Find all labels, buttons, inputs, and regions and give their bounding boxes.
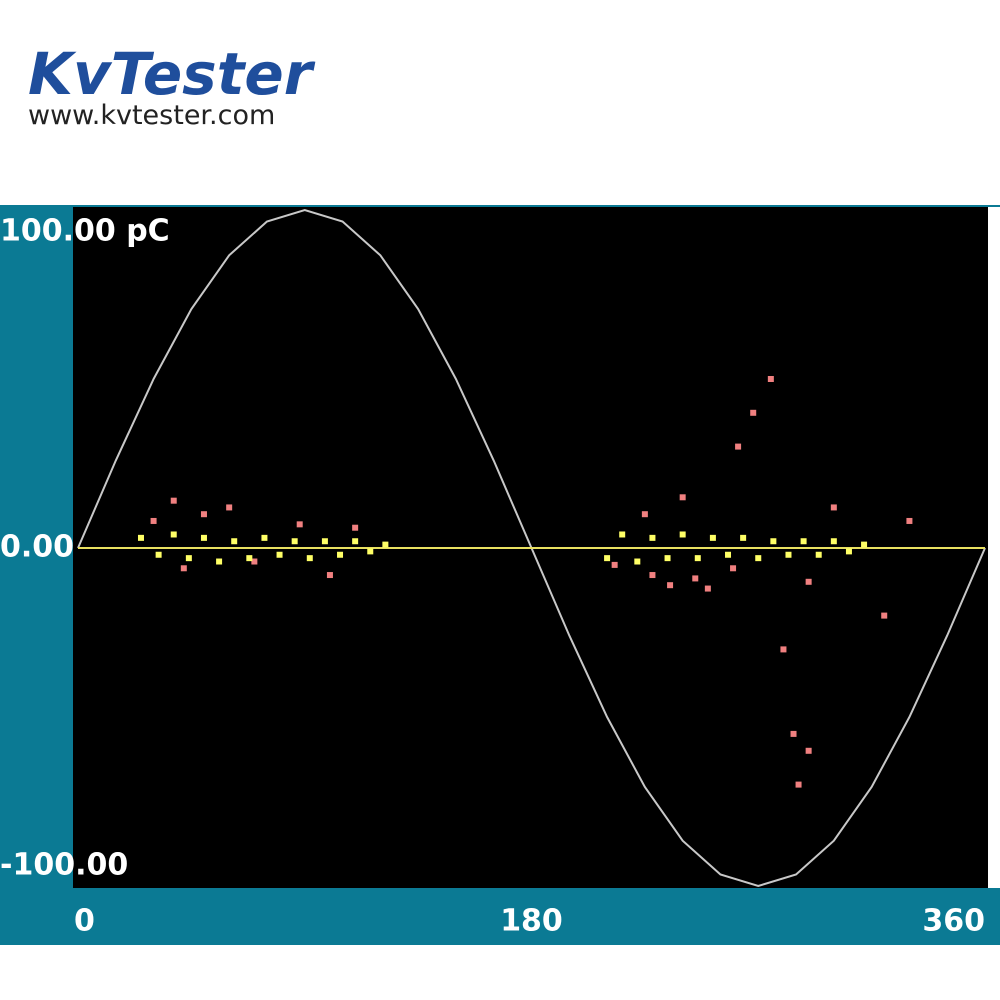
point (861, 541, 868, 548)
y-tick-label: 100.00 pC (0, 214, 170, 249)
point (795, 781, 802, 788)
point (170, 531, 177, 538)
point (291, 538, 298, 545)
point (770, 538, 777, 545)
point (200, 511, 207, 518)
point (709, 534, 716, 541)
point (767, 376, 774, 382)
y-tick-label: 0.00 (0, 530, 74, 565)
point (367, 548, 374, 555)
point (755, 555, 762, 562)
point (261, 534, 268, 541)
point (785, 551, 792, 558)
x-tick-label: 0 (74, 904, 95, 939)
point (326, 572, 333, 579)
point (337, 551, 344, 558)
point (815, 551, 822, 558)
point (679, 531, 686, 538)
point (611, 561, 618, 568)
brand-url: www.kvtester.com (28, 100, 275, 131)
point (216, 558, 223, 565)
point (881, 612, 888, 619)
point (306, 555, 313, 562)
point (694, 555, 701, 562)
point (231, 538, 238, 545)
point (704, 585, 711, 592)
point (649, 534, 656, 541)
point (845, 548, 852, 555)
point (321, 538, 328, 545)
point (619, 531, 626, 538)
point (692, 575, 699, 582)
point (780, 646, 787, 653)
point (679, 494, 686, 501)
point (800, 538, 807, 545)
point (735, 443, 742, 450)
point (664, 555, 671, 562)
point (180, 565, 187, 572)
point (790, 730, 797, 737)
point (185, 555, 192, 562)
point (170, 497, 177, 504)
point (830, 538, 837, 545)
point (251, 558, 258, 565)
point (137, 534, 144, 541)
point (296, 521, 303, 528)
point (276, 551, 283, 558)
point (750, 409, 757, 416)
point (641, 511, 648, 518)
point (200, 534, 207, 541)
point (604, 555, 611, 562)
point (805, 747, 812, 754)
point (155, 551, 162, 558)
point (352, 524, 359, 531)
point (730, 565, 737, 572)
point (634, 558, 641, 565)
point (725, 551, 732, 558)
point (226, 504, 233, 511)
point (649, 572, 656, 579)
point (906, 517, 913, 524)
point (382, 541, 389, 548)
point (740, 534, 747, 541)
point (150, 517, 157, 524)
point (246, 555, 253, 562)
point (352, 538, 359, 545)
x-tick-label: 360 (922, 904, 985, 939)
point (830, 504, 837, 511)
right-edge (988, 207, 1000, 888)
y-tick-label: -100.00 (0, 848, 128, 883)
point (805, 578, 812, 585)
point (667, 582, 674, 589)
brand: KvTester (28, 40, 316, 108)
x-tick-label: 180 (500, 904, 563, 939)
